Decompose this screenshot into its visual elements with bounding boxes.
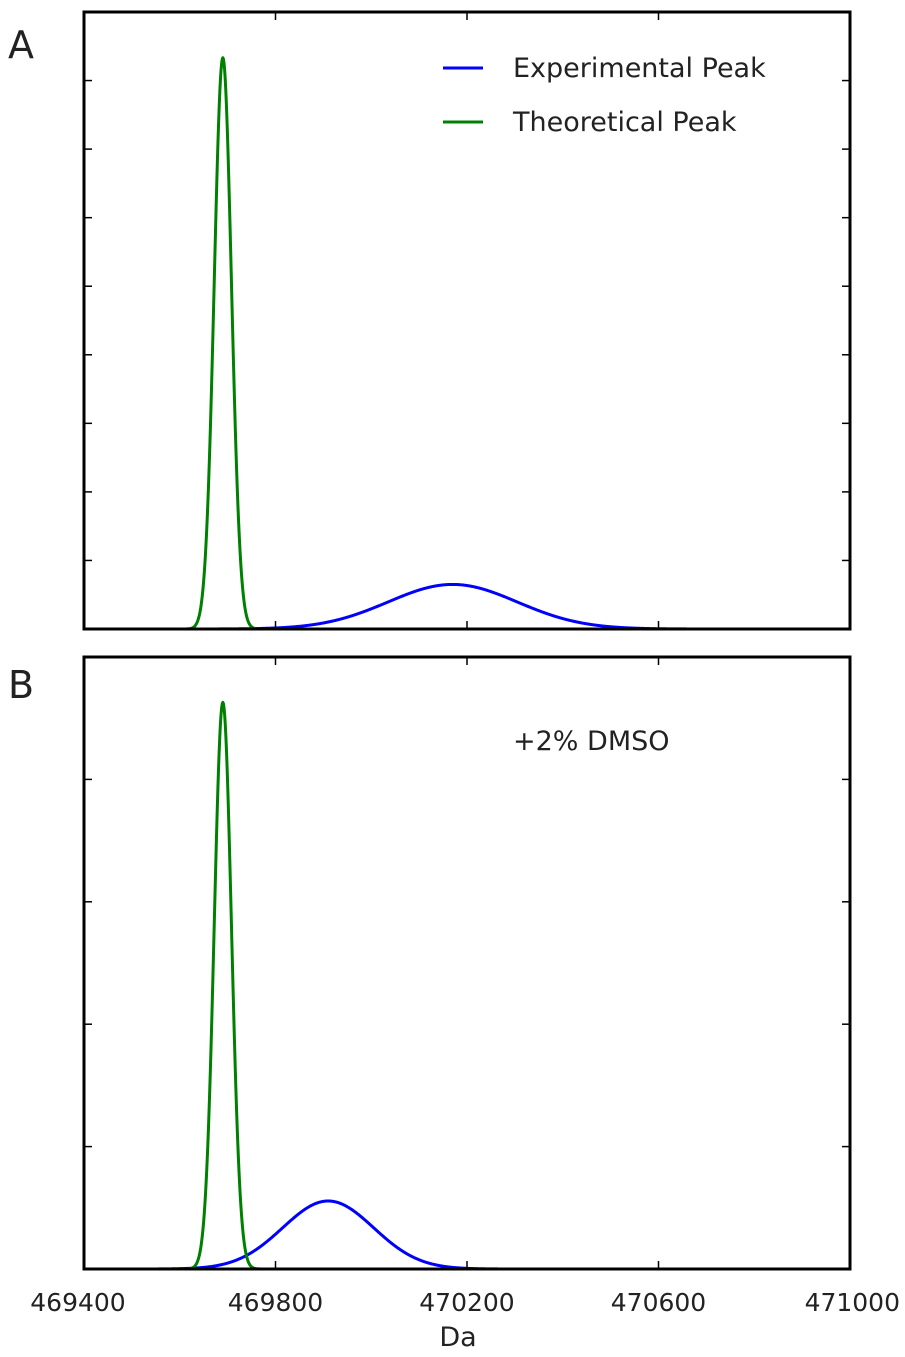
panel-b-annotation: +2% DMSO: [513, 726, 670, 757]
panel-b-series-experimental-line: [130, 1199, 851, 1271]
panel-a-series-theoretical-line: [130, 56, 851, 631]
panel-a-letter: A: [8, 23, 34, 67]
panel-b-curves: [130, 700, 851, 1271]
panel-a-series-experimental-line: [130, 582, 851, 631]
panel-a-legend: Experimental Peak Theoretical Peak: [443, 53, 766, 138]
panel-b-letter: B: [8, 663, 34, 707]
panel-b-series-theoretical-line: [130, 700, 851, 1271]
x-tick-label: 469400: [30, 1288, 125, 1317]
panel-a-frame: [82, 10, 852, 631]
legend-label-experimental: Experimental Peak: [513, 53, 766, 84]
panel-a-ticks: [83, 12, 851, 629]
panel-b-ticks: [83, 657, 851, 1269]
panel-b-frame: [82, 655, 852, 1271]
panel-b-x-tick-labels: 469400 469800 470200 470600 471000: [30, 1288, 900, 1317]
x-tick-label: 470200: [419, 1288, 514, 1317]
x-tick-label: 470600: [611, 1288, 706, 1317]
legend-label-theoretical: Theoretical Peak: [512, 107, 737, 138]
x-tick-label: 469800: [228, 1288, 323, 1317]
panel-a: A Experimental Peak Theoretical Peak: [8, 10, 852, 631]
x-axis-label: Da: [439, 1322, 476, 1353]
panel-a-curves: [130, 56, 851, 631]
x-tick-label: 471000: [805, 1288, 900, 1317]
panel-b: B +2% DMSO 469400 469800 470200 470600 47100…: [8, 655, 900, 1353]
